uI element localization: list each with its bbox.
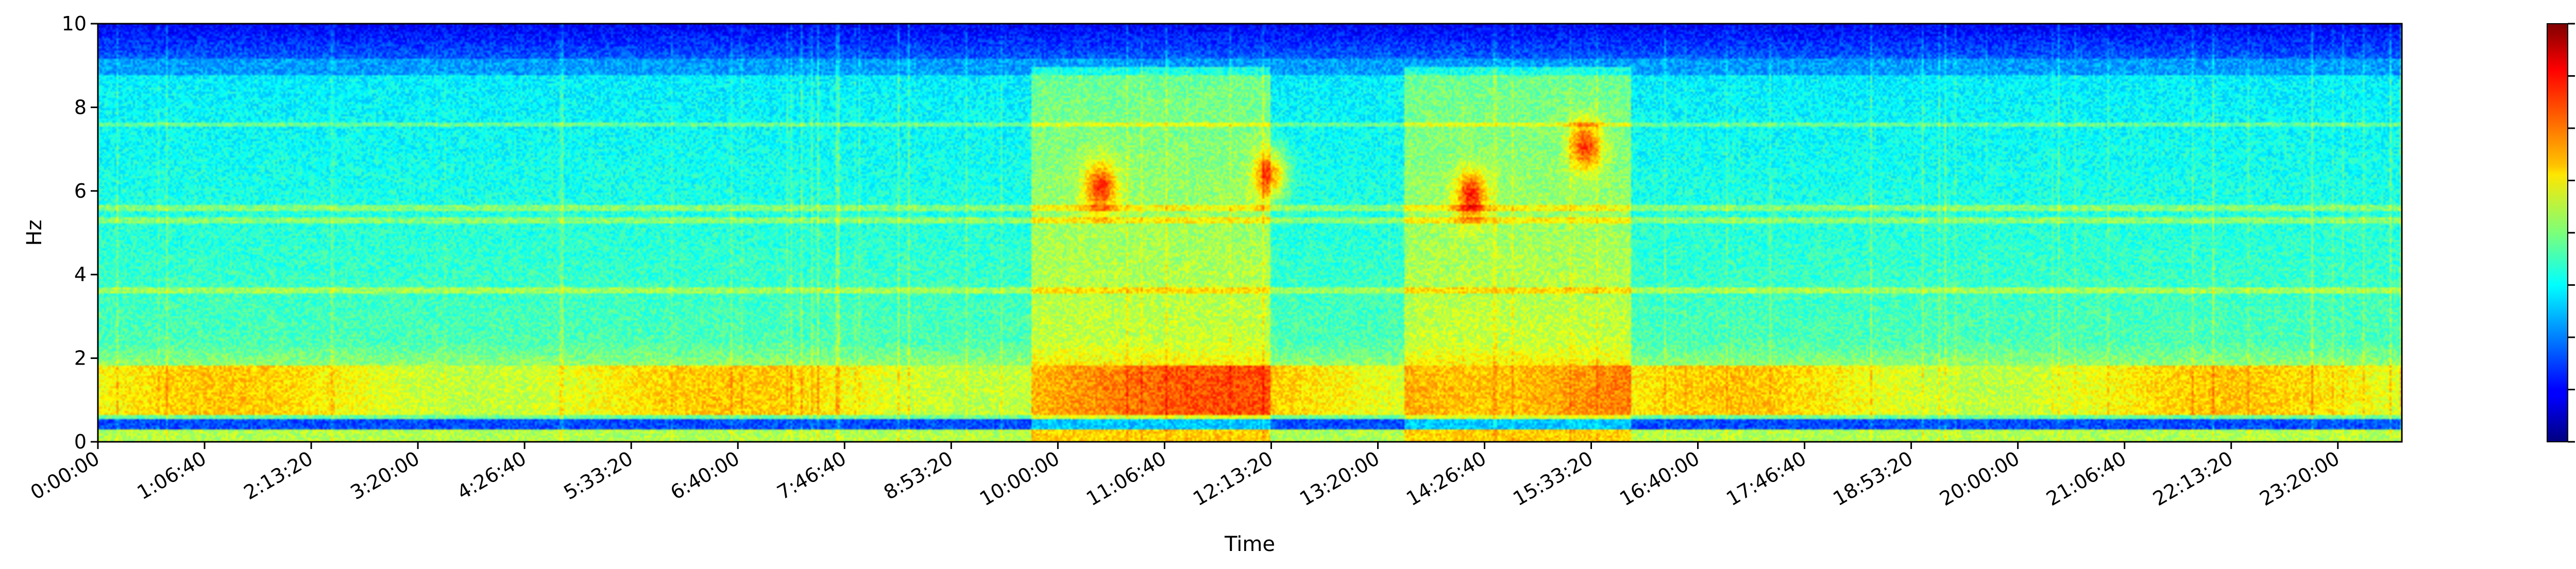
plot-frame [97,23,2403,443]
y-axis: 0 2 4 6 8 10 [62,12,98,453]
x-tick-label: 15:33:20 [1509,447,1597,510]
x-tick-label: 1:06:40 [133,447,210,504]
x-tick-label: 7:46:40 [773,447,850,504]
x-tick-label: 20:00:00 [1936,447,2023,510]
x-axis: 0:00:00 1:06:40 2:13:20 3:20:00 4:26:40 5:33:… [27,442,2343,510]
x-tick-label: 12:13:20 [1189,447,1277,510]
spectrogram-image [98,24,2402,442]
x-tick-label: 3:20:00 [347,447,423,504]
colorbar-ticks: +0 dB-10 dB-20 dB-30 dB-40 dB-50 dB-60 d… [2568,23,2575,443]
x-tick-label: 4:26:40 [453,447,530,504]
x-tick-label: 16:40:00 [1616,447,1703,510]
colorbar: +0 dB-10 dB-20 dB-30 dB-40 dB-50 dB-60 d… [2547,23,2575,443]
x-tick-label: 21:06:40 [2042,447,2130,510]
y-tick-label: 10 [62,12,87,35]
x-tick-label: 10:00:00 [976,447,1063,510]
x-tick-label: 18:53:20 [1829,447,1917,510]
x-tick-label: 2:13:20 [240,447,317,504]
x-tick-label: 8:53:20 [880,447,957,504]
y-axis-label: Hz [23,219,46,246]
x-tick-label: 22:13:20 [2149,447,2236,510]
y-tick-label: 0 [74,430,87,453]
y-tick-label: 8 [74,96,87,118]
x-tick-label: 13:20:00 [1296,447,1383,510]
y-tick-label: 6 [74,180,87,202]
x-tick-label: 14:26:40 [1402,447,1490,510]
x-tick-label: 17:46:40 [1722,447,1810,510]
x-axis-label: Time [1224,532,1275,556]
x-tick-label: 5:33:20 [560,447,637,504]
plot-area [98,24,2402,442]
y-tick-label: 4 [74,263,87,286]
y-tick-label: 2 [74,347,87,370]
colorbar-gradient [2547,23,2568,442]
x-tick-label: 11:06:40 [1082,447,1170,510]
x-tick-label: 6:40:00 [667,447,743,504]
x-tick-label: 23:20:00 [2256,447,2343,510]
x-tick-label: 0:00:00 [27,447,104,504]
